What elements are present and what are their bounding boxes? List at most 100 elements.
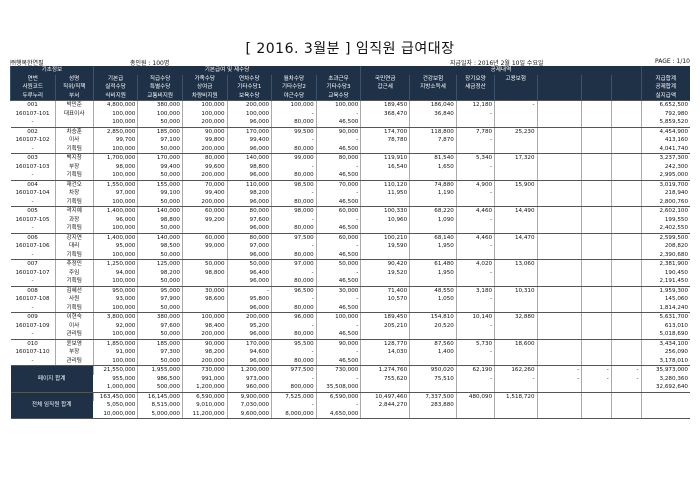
employee-cell: 94,000 [92,268,138,277]
employee-cell: 200,000 [226,100,272,110]
page-total-cell [409,383,457,393]
employee-cell [494,348,538,357]
employee-cell: 81,540 [409,153,457,163]
employee-cell: 160107-104 [15,190,50,196]
employee-cell [494,224,538,234]
grand-total-cell [581,409,612,419]
employee-cell: 98,800 [226,162,272,171]
employee-cell [581,224,612,234]
employee-cell: - [271,136,317,145]
page-total-cell: 35,973,000 [640,365,690,375]
employee-cell: - [455,242,495,251]
employee-cell: 80,000 [271,197,317,207]
employee-cell: 70,000 [315,179,361,189]
header-pay-allowances: 기본급여 및 제수당 [92,66,361,75]
header-cell: 교통비지원 [137,91,183,101]
employee-cell [610,232,642,242]
employee-cell: 46,500 [315,197,361,207]
employee-cell: 98,500 [137,242,183,251]
header-blank [640,66,690,75]
employee-cell: 100,330 [360,206,410,216]
employee-cell [610,136,642,145]
grand-total-cell [409,409,457,419]
page-total-cell: 955,000 [112,375,136,382]
employee-cell [536,109,582,118]
employee-cell: - [271,189,317,198]
page-total-cell: 21,550,000 [92,365,138,375]
grand-total-cell: 5,050,000 [106,402,136,408]
employee-cell: 6,652,500 [640,100,690,110]
employee-cell: - [271,162,317,171]
header-deductions: 공제내역 [360,66,642,75]
employee-cell [610,356,642,366]
grand-total-cell: 1,518,720 [494,392,538,401]
employee-cell: 96,000 [226,356,272,366]
employee-cell [610,144,642,154]
employee-cell: 160107-110 [15,349,50,355]
employee-cell: - [271,215,317,224]
employee-cell: 36,840 [409,109,457,118]
employee-cell: - [271,109,317,118]
employee-cell: 16,540 [360,162,410,171]
employee-row: 160107-108 사원 93,000 97,900 98,600 95,800- -10… [11,295,690,304]
employee-cell: 관리팀 [54,356,94,366]
employee-cell [536,144,582,154]
employee-cell [455,330,495,340]
page-title: [ 2016. 3월분 ] 임직원 급여대장 [245,41,455,57]
employee-cell [455,277,495,287]
employee-cell: 96,000 [226,277,272,287]
employee-cell [494,330,538,340]
employee-row: - 기획팀 100,000 50,000 200,000 96,000 80,000 46,5… [10,171,690,181]
employee-cell: 94,600 [226,348,272,357]
grand-total-cell [610,401,642,410]
employee-cell [536,136,582,145]
employee-cell [610,321,642,330]
employee-cell [610,303,642,313]
employee-cell: 박민준 [54,100,94,110]
employee-cell: 96,000 [226,197,272,207]
employee-cell: 4,041,740 [640,144,690,154]
employee-cell: 13,060 [494,259,538,269]
employee-row: 004 재건오 1,550,000 155,000 70,000 110,000 98,50… [10,179,690,189]
grand-total-cell: 16,145,000 [137,392,183,401]
header-cell: 성명 [54,74,94,83]
employee-cell: 50,000 [137,118,183,128]
employee-cell [536,356,582,366]
employee-cell: - [455,348,495,357]
employee-cell [610,197,642,207]
employee-cell: 98,400 [181,321,228,330]
employee-cell [581,109,612,118]
employee-cell: 1,400 [409,348,457,357]
header-cell [581,91,612,101]
employee-cell: 96,500 [271,285,317,295]
employee-cell: 19,520 [360,268,410,277]
employee-cell: 50,000 [137,303,183,313]
employee-cell: 2,599,500 [640,232,690,242]
employee-cell: 80,000 [271,171,317,181]
employee-cell: - [271,321,317,330]
employee-cell: 160107-105 [15,216,50,223]
page-total-cell: 950,020 [409,365,457,375]
page-total-cell: 1,000,000 [93,383,138,393]
employee-cell: 2,191,450 [640,277,690,287]
employee-cell [536,189,582,198]
header-cell: 특별수당 [137,83,183,92]
employee-cell [494,242,538,251]
employee-cell: 200,000 [226,312,272,322]
grand-total-cell [581,392,612,401]
employee-cell: 80,000 [181,153,228,163]
employee-cell: 380,000 [137,100,183,110]
header-cell: 갑근세 [360,83,410,92]
employee-cell: 160107-102 [15,137,50,143]
employee-cell: 5,730 [455,338,495,348]
employee-cell: - [315,348,361,357]
grand-total-cell [455,401,495,410]
employee-row: 160107-104 차장 97,000 99,100 99,400 98,200- -11… [11,189,690,198]
employee-cell [494,118,538,128]
employee-cell: 160107-107 [15,269,50,276]
employee-cell: 99,400 [137,162,183,171]
employee-cell: - [455,295,495,304]
employee-cell: 99,400 [226,136,272,145]
employee-cell [610,171,642,181]
employee-cell: 100,000 [92,109,138,118]
